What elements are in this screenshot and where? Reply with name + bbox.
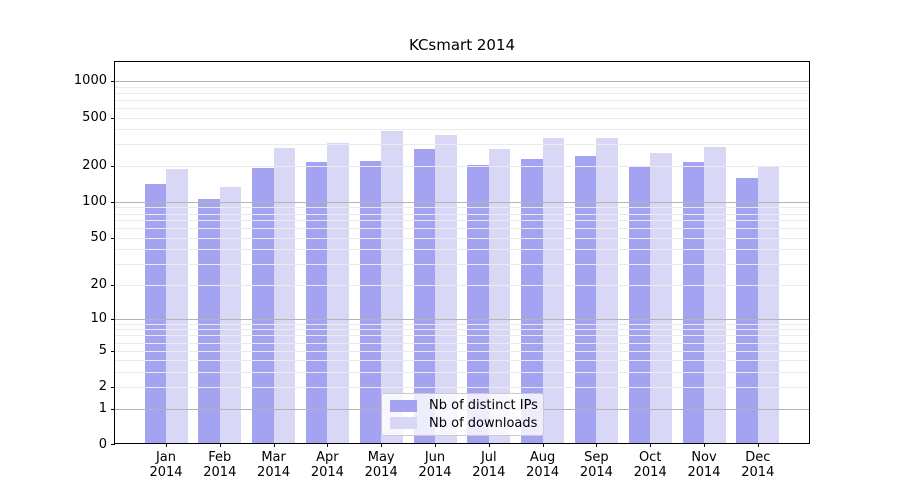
axis-ticks-layer: 1000 500 200 100 50 20 10 5 2 1 0 Jan 2014 Feb 2014 M… — [74, 62, 809, 480]
x-tick-mark — [542, 443, 544, 447]
bar-downloads-feb — [219, 187, 242, 443]
bar-distinct-ips-feb — [198, 198, 220, 443]
x-tick-label: Nov 2014 — [687, 450, 721, 480]
y-tick-label: 1000 — [73, 73, 107, 88]
x-tick-label: Aug 2014 — [526, 450, 560, 480]
y-tick-mark — [111, 201, 115, 203]
y-tick-label: 2 — [98, 379, 107, 395]
bars-layer — [115, 62, 809, 443]
legend-entry-downloads: Nb of downloads — [390, 415, 538, 431]
legend-swatch-downloads — [390, 417, 417, 430]
bar-downloads-apr — [327, 143, 349, 443]
y-tick-label: 0 — [98, 437, 107, 452]
bar-downloads-dec — [757, 166, 780, 443]
y-tick-label: 200 — [82, 157, 107, 173]
x-tick-label: Jul 2014 — [472, 450, 506, 480]
y-tick-mark — [111, 408, 115, 410]
y-tick-mark — [111, 387, 115, 389]
x-tick-mark — [650, 443, 652, 447]
y-tick-mark — [111, 444, 115, 445]
y-tick-mark — [111, 237, 115, 239]
x-tick-mark — [219, 443, 221, 447]
x-tick-mark — [327, 443, 329, 447]
y-tick-label: 10 — [90, 310, 107, 326]
x-tick-mark — [166, 443, 167, 447]
x-tick-mark — [757, 443, 759, 447]
legend-label-distinct-ips: Nb of distinct IPs — [429, 398, 538, 414]
bar-downloads-jan — [166, 168, 188, 443]
y-tick-mark — [111, 284, 115, 286]
y-tick-label: 100 — [82, 193, 107, 209]
bar-distinct-ips-jul — [467, 164, 489, 443]
x-tick-label: Oct 2014 — [633, 450, 667, 480]
y-tick-label: 5 — [98, 342, 107, 358]
y-tick-mark — [111, 318, 115, 320]
x-tick-mark — [704, 443, 705, 447]
bar-distinct-ips-jun — [413, 149, 435, 443]
x-tick-label: Jun 2014 — [418, 450, 452, 480]
x-tick-mark — [596, 443, 598, 447]
y-tick-mark — [111, 81, 115, 82]
y-tick-label: 500 — [82, 109, 107, 125]
bar-distinct-ips-aug — [521, 158, 543, 443]
legend-entry-distinct-ips: Nb of distinct IPs — [390, 398, 538, 414]
bar-downloads-jul — [488, 149, 511, 443]
y-tick-label: 50 — [90, 229, 107, 245]
bar-distinct-ips-jan — [144, 184, 166, 443]
bar-downloads-may — [381, 130, 403, 443]
x-tick-label: Sep 2014 — [579, 450, 613, 480]
bar-distinct-ips-dec — [736, 178, 758, 443]
x-tick-label: Dec 2014 — [741, 450, 775, 480]
legend: Nb of distinct IPs Nb of downloads — [381, 393, 544, 436]
legend-swatch-distinct-ips — [390, 399, 417, 412]
x-tick-label: Jan 2014 — [149, 450, 183, 480]
bar-distinct-ips-mar — [252, 168, 274, 443]
x-tick-mark — [435, 443, 436, 447]
y-tick-label: 20 — [90, 276, 107, 292]
y-tick-mark — [111, 117, 115, 119]
y-tick-mark — [111, 165, 115, 167]
x-tick-mark — [273, 443, 275, 447]
chart-title: KCsmart 2014 — [408, 36, 516, 54]
x-tick-mark — [381, 443, 383, 447]
bar-downloads-jun — [435, 135, 457, 443]
bar-distinct-ips-sep — [574, 155, 597, 443]
x-tick-label: Mar 2014 — [257, 450, 291, 480]
x-tick-mark — [488, 443, 490, 447]
bar-distinct-ips-oct — [628, 167, 651, 443]
x-tick-label: Apr 2014 — [310, 450, 344, 480]
plot-area: 1000 500 200 100 50 20 10 5 2 1 0 Jan 2014 Feb 2014 M… — [74, 61, 810, 480]
x-tick-label: May 2014 — [364, 450, 398, 480]
legend-label-downloads: Nb of downloads — [429, 415, 538, 431]
x-tick-label: Feb 2014 — [203, 450, 237, 480]
bar-downloads-oct — [650, 153, 672, 443]
y-tick-label: 1 — [98, 400, 107, 416]
y-tick-mark — [111, 350, 115, 352]
